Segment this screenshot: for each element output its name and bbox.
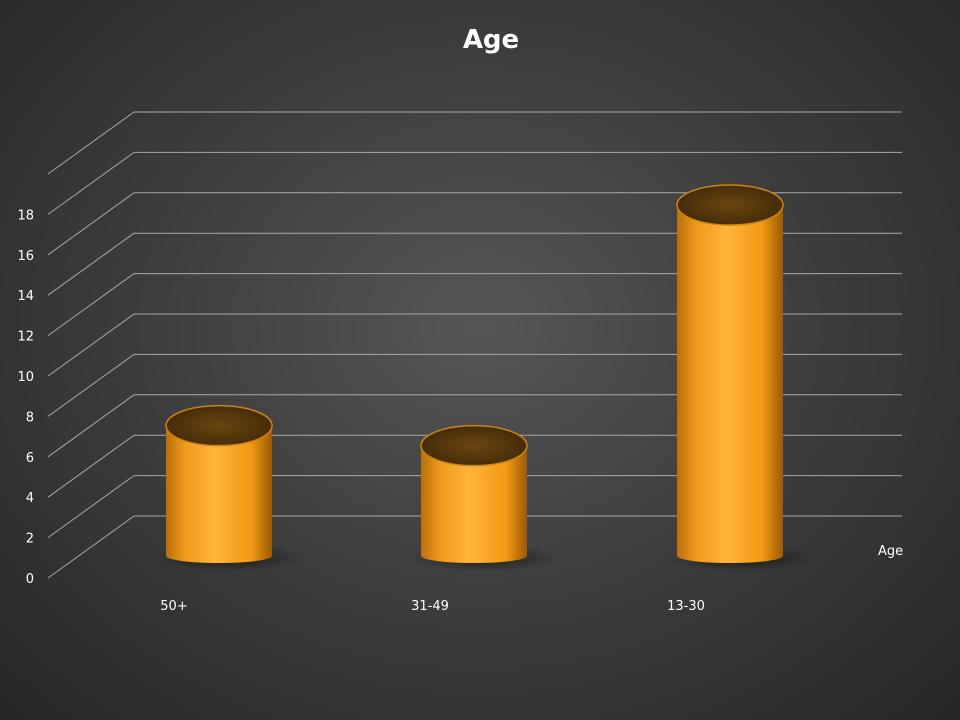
y-tick-label: 14 <box>17 289 34 304</box>
y-tick-label: 4 <box>26 491 34 506</box>
bars <box>154 184 815 572</box>
y-tick-label: 12 <box>17 330 34 345</box>
gridline-depth <box>47 515 135 579</box>
gridline-depth <box>47 313 135 377</box>
x-category-label: 31-49 <box>411 599 449 614</box>
y-tick-label: 10 <box>17 370 34 385</box>
gridline-depth <box>47 273 135 337</box>
gridline-depth <box>47 232 135 296</box>
bar-31-49 <box>409 424 559 572</box>
bar-top <box>165 404 273 447</box>
gridline-depth <box>47 475 135 539</box>
gridline-depth <box>47 151 135 215</box>
bar-13-30 <box>665 184 815 572</box>
bar-50+ <box>154 404 304 572</box>
gridline-depth <box>47 353 135 417</box>
y-tick-label: 0 <box>26 572 34 587</box>
y-tick-label: 6 <box>26 451 34 466</box>
gridline-depth <box>47 111 135 175</box>
bar-body <box>166 425 272 563</box>
y-tick-label: 16 <box>17 249 34 264</box>
gridline-depth <box>47 394 135 458</box>
gridline-depth <box>47 434 135 498</box>
y-tick-label: 8 <box>26 410 34 425</box>
x-category-label: 50+ <box>160 599 187 614</box>
bar-top <box>676 184 784 226</box>
legend-entry: Age <box>878 544 903 559</box>
x-axis-categories: 50+ 31-49 13-30 <box>160 599 705 614</box>
y-tick-label: 2 <box>26 532 34 547</box>
bar-top <box>420 424 528 467</box>
gridline-depth <box>47 192 135 256</box>
chart-title: Age <box>463 25 519 55</box>
x-category-label: 13-30 <box>667 599 705 614</box>
bar-body <box>421 445 527 563</box>
y-tick-label: 18 <box>17 208 34 223</box>
y-axis-ticks: 0 2 4 6 8 10 12 14 16 18 <box>17 208 34 587</box>
bar-body <box>677 205 783 563</box>
